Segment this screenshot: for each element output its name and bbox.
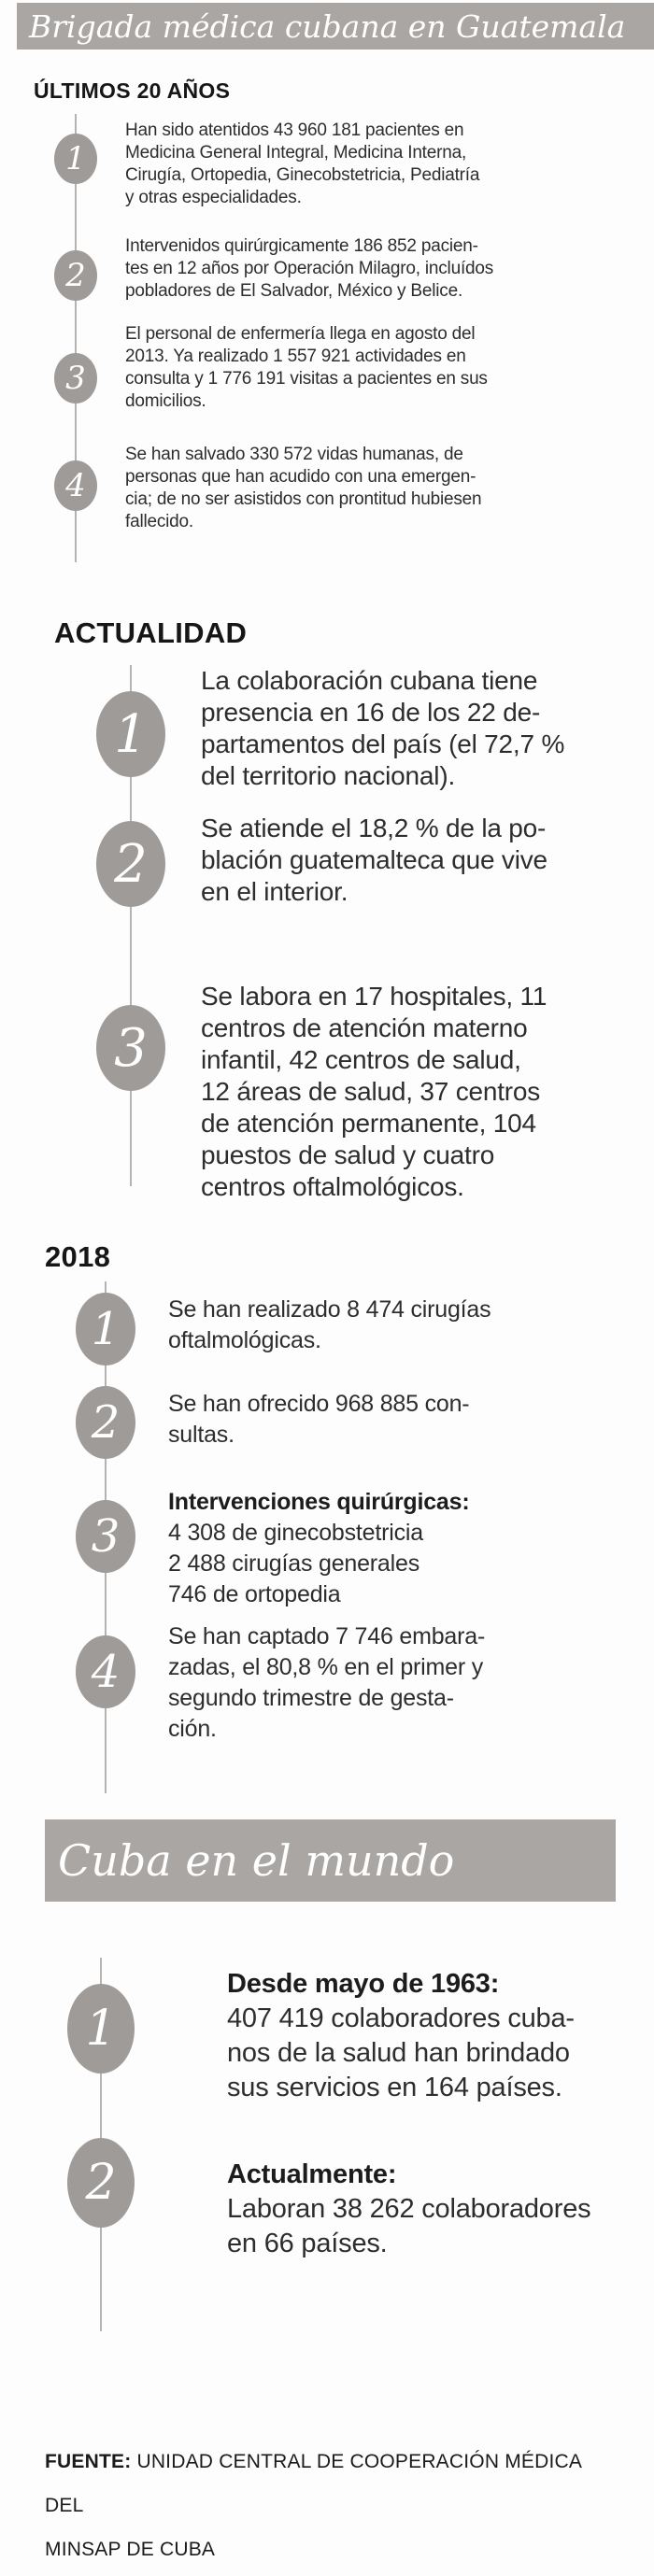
step-text: Actualmente: Laboran 38 262 colaboradore… — [227, 2158, 629, 2261]
step-circle: 2 — [54, 250, 97, 301]
page-title: Brigada médica cubana en Guatemala — [29, 7, 626, 45]
step-lines: Se han salvado 330 572 vidas humanas, de… — [125, 445, 482, 531]
step-title: Actualmente: — [227, 2159, 397, 2189]
step-lines: Se han realizado 8 474 cirugías oftalmol… — [168, 1296, 491, 1353]
step-lines: Se atiende el 18,2 % de la po- blación g… — [201, 814, 547, 906]
step-number: 1 — [114, 703, 148, 765]
step-lines: 407 419 colaboradores cuba- nos de la sa… — [227, 2003, 575, 2102]
step-circle: 4 — [76, 1635, 135, 1708]
source-text-line2: MINSAP DE CUBA — [45, 2539, 216, 2560]
step-circle: 3 — [76, 1500, 135, 1573]
source-note: FUENTE: UNIDAD CENTRAL DE COOPERACIÓN MÉ… — [45, 2440, 615, 2571]
step-lines: El personal de enfermería llega en agost… — [125, 324, 488, 411]
step-lines: Laboran 38 262 colaboradores en 66 paíse… — [227, 2194, 591, 2258]
step-circle: 4 — [54, 460, 97, 511]
step-number: 3 — [114, 1017, 148, 1079]
step-text: Intervenidos quirúrgicamente 186 852 pac… — [125, 235, 620, 303]
step-text: El personal de enfermería llega en agost… — [125, 323, 620, 413]
step-lines: Se labora en 17 hospitales, 11 centros d… — [201, 982, 547, 1201]
section-heading-2018: 2018 — [45, 1240, 111, 1273]
timeline-line-ultimos — [75, 114, 77, 562]
step-text: Se han captado 7 746 embara- zadas, el 8… — [168, 1621, 607, 1745]
step-lines: Se han captado 7 746 embara- zadas, el 8… — [168, 1623, 486, 1742]
step-circle: 1 — [76, 1293, 135, 1366]
section-heading-ultimos: ÚLTIMOS 20 AÑOS — [34, 78, 231, 103]
step-text: Se labora en 17 hospitales, 11 centros d… — [201, 981, 584, 1203]
source-label: FUENTE: — [45, 2451, 132, 2472]
timeline-line-actualidad — [130, 665, 132, 1186]
step-number: 1 — [85, 2001, 117, 2057]
title-banner: Brigada médica cubana en Guatemala — [17, 3, 654, 50]
source-text-line1: UNIDAD CENTRAL DE COOPERACIÓN MÉDICA DEL — [45, 2451, 581, 2516]
step-number: 2 — [91, 1396, 121, 1449]
step-number: 3 — [65, 360, 86, 397]
step-circle: 2 — [96, 821, 165, 907]
step-text: Han sido atentidos 43 960 181 pacientes … — [125, 120, 620, 209]
step-number: 3 — [91, 1510, 121, 1563]
step-text: Se han ofrecido 968 885 con- sultas. — [168, 1389, 607, 1451]
step-circle: 2 — [67, 2138, 135, 2228]
step-circle: 1 — [67, 1984, 135, 2074]
section-heading-actualidad: ACTUALIDAD — [54, 616, 248, 649]
step-number: 1 — [65, 140, 86, 177]
step-number: 1 — [91, 1303, 121, 1355]
step-text: Se han realizado 8 474 cirugías oftalmol… — [168, 1295, 607, 1356]
step-circle: 3 — [54, 353, 97, 403]
step-number: 4 — [91, 1646, 121, 1698]
step-circle: 1 — [96, 691, 165, 777]
step-text: Intervenciones quirúrgicas: 4 308 de gin… — [168, 1487, 607, 1610]
step-text: La colaboración cubana tiene presencia e… — [201, 665, 584, 792]
step-circle: 3 — [96, 1005, 165, 1091]
step-number: 2 — [114, 833, 148, 895]
banner-title: Cuba en el mundo — [58, 1835, 455, 1886]
step-lines: Intervenidos quirúrgicamente 186 852 pac… — [125, 236, 494, 301]
step-title: Desde mayo de 1963: — [227, 1969, 500, 1999]
step-title: Intervenciones quirúrgicas: — [168, 1489, 470, 1515]
step-lines: Han sido atentidos 43 960 181 pacientes … — [125, 120, 480, 207]
step-lines: Se han ofrecido 968 885 con- sultas. — [168, 1391, 470, 1448]
step-lines: 4 308 de ginecobstetricia 2 488 cirugías… — [168, 1520, 423, 1607]
step-number: 4 — [65, 467, 86, 504]
step-number: 2 — [85, 2155, 117, 2211]
section-banner-mundo: Cuba en el mundo — [45, 1819, 616, 1902]
step-circle: 2 — [76, 1386, 135, 1459]
step-text: Desde mayo de 1963: 407 419 colaboradore… — [227, 1967, 629, 2105]
step-number: 2 — [65, 257, 86, 294]
step-text: Se atiende el 18,2 % de la po- blación g… — [201, 813, 584, 908]
step-lines: La colaboración cubana tiene presencia e… — [201, 666, 565, 790]
step-text: Se han salvado 330 572 vidas humanas, de… — [125, 444, 620, 533]
step-circle: 1 — [54, 134, 97, 184]
